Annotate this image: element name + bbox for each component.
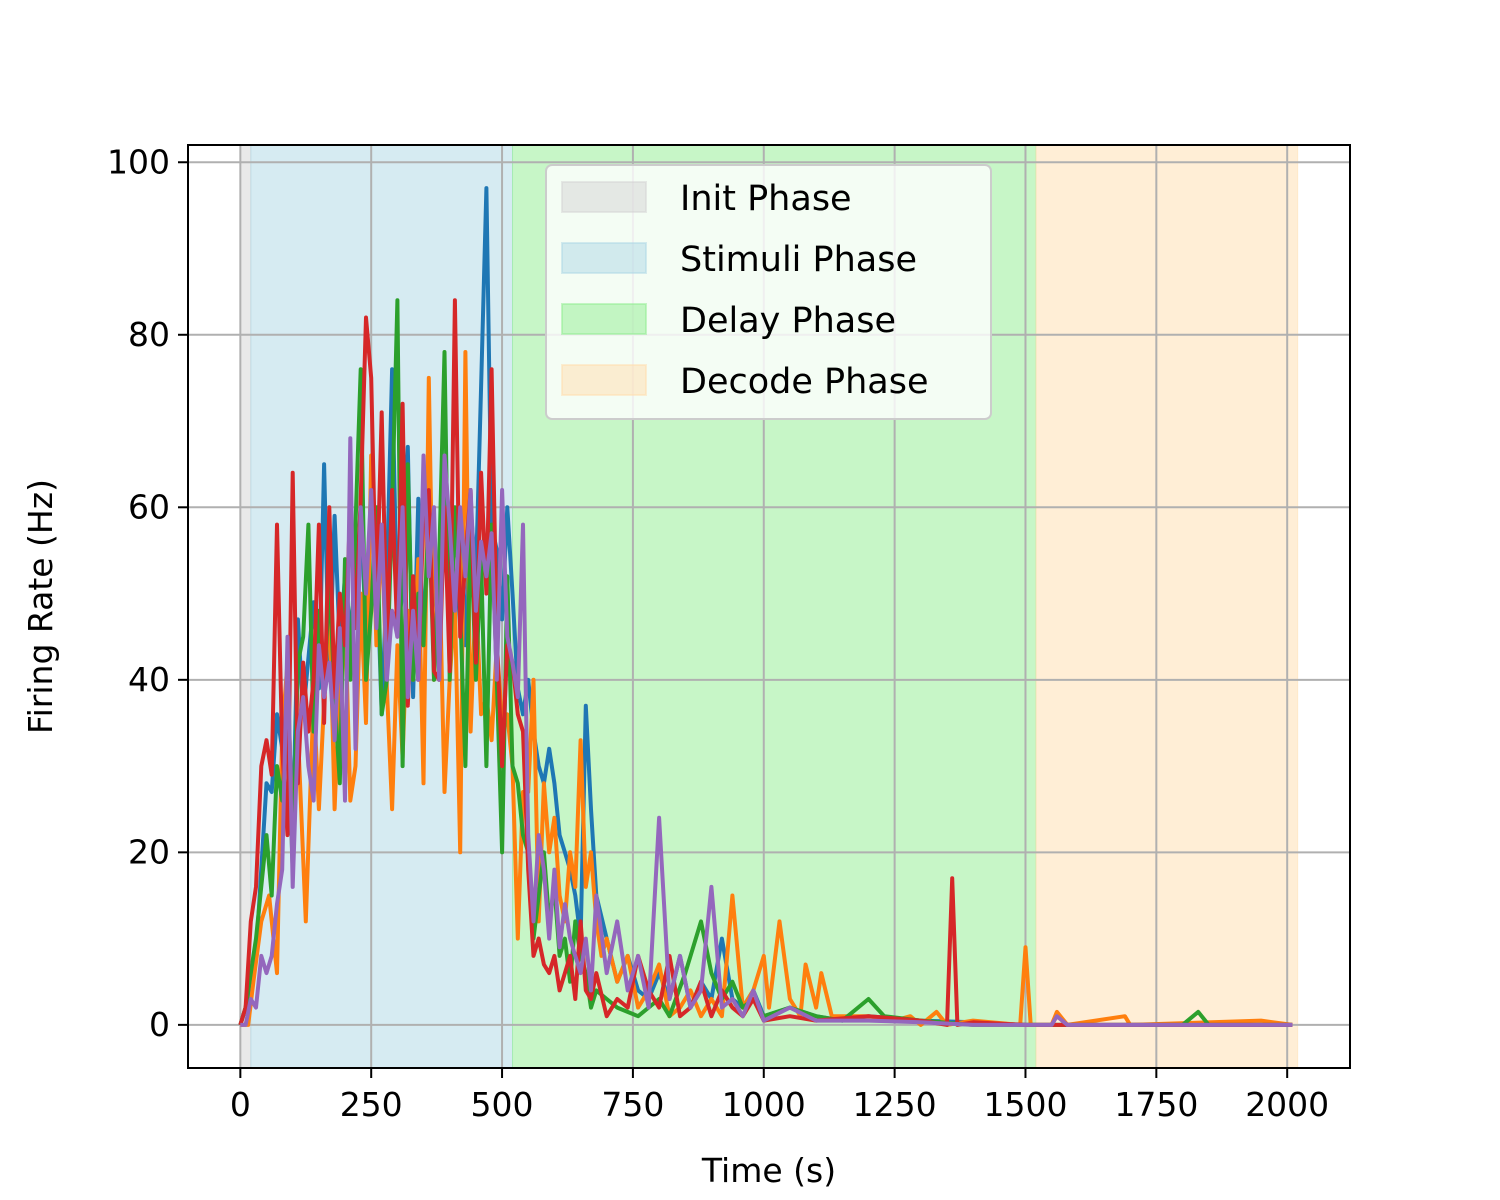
x-tick-label: 2000 xyxy=(1245,1085,1329,1124)
legend-box xyxy=(545,164,992,420)
y-tick-label: 40 xyxy=(128,660,170,699)
x-axis-ticks: 0 250 500 750 1000 1250 1500 1750 2000 xyxy=(230,1068,1329,1124)
x-axis-label: Time (s) xyxy=(701,1151,836,1190)
legend-swatch xyxy=(561,364,647,396)
y-tick-label: 20 xyxy=(128,832,170,871)
legend-label: Init Phase xyxy=(680,179,852,219)
legend: Init Phase Stimuli Phase Delay Phase Decode… xyxy=(545,164,992,420)
y-tick-label: 0 xyxy=(149,1005,170,1044)
legend-label: Decode Phase xyxy=(680,362,929,402)
x-tick-label: 250 xyxy=(340,1085,403,1124)
y-axis-ticks: 0 20 40 60 80 100 xyxy=(107,142,188,1044)
x-tick-label: 1250 xyxy=(853,1085,937,1124)
y-axis-label: Firing Rate (Hz) xyxy=(21,479,60,734)
y-tick-label: 100 xyxy=(107,142,170,181)
legend-label: Delay Phase xyxy=(680,301,896,341)
series-lines xyxy=(238,186,1293,1027)
x-tick-label: 1500 xyxy=(983,1085,1067,1124)
legend-swatch xyxy=(561,303,647,335)
y-tick-label: 80 xyxy=(128,315,170,354)
y-tick-label: 60 xyxy=(128,487,170,526)
phase-band-3 xyxy=(1035,144,1299,1069)
legend-swatch xyxy=(561,181,647,213)
legend-swatch xyxy=(561,242,647,274)
legend-label: Stimuli Phase xyxy=(680,240,917,280)
plot-frame xyxy=(187,144,1351,1069)
x-tick-label: 1750 xyxy=(1114,1085,1198,1124)
x-tick-label: 750 xyxy=(601,1085,664,1124)
series-line-4 xyxy=(240,436,1293,1027)
x-tick-label: 0 xyxy=(230,1085,251,1124)
series-line-1 xyxy=(240,350,1293,1027)
x-tick-label: 1000 xyxy=(722,1085,806,1124)
x-tick-label: 500 xyxy=(471,1085,534,1124)
